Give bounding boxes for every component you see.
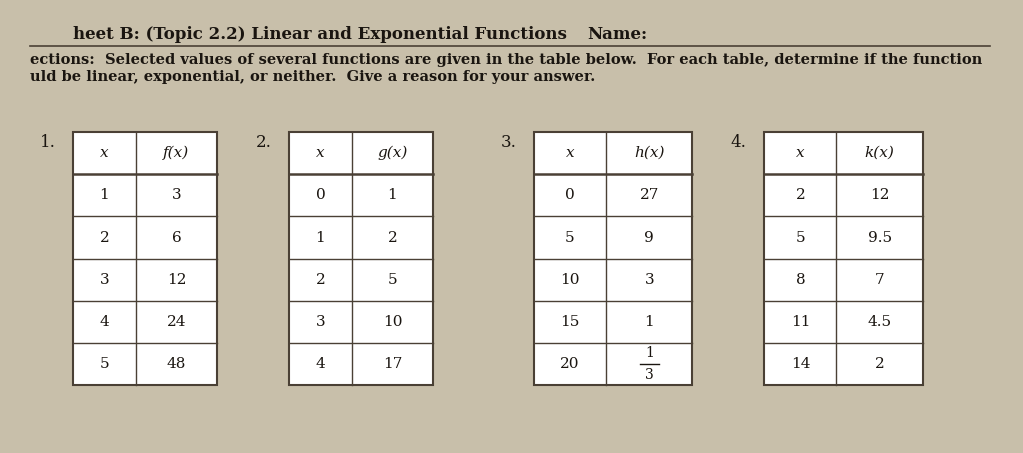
Text: 24: 24 — [167, 315, 186, 329]
Text: 14: 14 — [791, 357, 810, 371]
Text: 12: 12 — [870, 188, 889, 202]
Text: 3: 3 — [644, 273, 654, 287]
Text: 2: 2 — [796, 188, 805, 202]
Text: 2: 2 — [99, 231, 109, 245]
Text: 3: 3 — [316, 315, 325, 329]
Text: Name:: Name: — [587, 26, 647, 43]
Text: 3.: 3. — [500, 134, 517, 151]
Text: 7: 7 — [875, 273, 885, 287]
Text: 3: 3 — [99, 273, 109, 287]
Text: 6: 6 — [172, 231, 181, 245]
Text: 48: 48 — [167, 357, 186, 371]
Text: 1: 1 — [388, 188, 397, 202]
Text: 0: 0 — [315, 188, 325, 202]
Text: g(x): g(x) — [377, 146, 407, 160]
Text: 0: 0 — [565, 188, 575, 202]
Text: 1: 1 — [644, 347, 654, 361]
Text: ections:  Selected values of several functions are given in the table below.  Fo: ections: Selected values of several func… — [30, 53, 982, 67]
Text: x: x — [316, 146, 324, 160]
Text: x: x — [100, 146, 108, 160]
Text: 5: 5 — [99, 357, 109, 371]
Text: 11: 11 — [791, 315, 810, 329]
Bar — [534, 132, 693, 386]
Text: 17: 17 — [383, 357, 402, 371]
Text: 4.5: 4.5 — [868, 315, 892, 329]
Text: 1: 1 — [644, 315, 654, 329]
Text: 2: 2 — [875, 357, 885, 371]
Text: 3: 3 — [172, 188, 181, 202]
Text: 5: 5 — [796, 231, 805, 245]
Bar — [290, 132, 434, 386]
Text: 2: 2 — [315, 273, 325, 287]
Text: 5: 5 — [566, 231, 575, 245]
Text: 1: 1 — [99, 188, 109, 202]
Text: 27: 27 — [639, 188, 659, 202]
Text: 2: 2 — [388, 231, 397, 245]
Text: 4.: 4. — [730, 134, 747, 151]
Text: 1.: 1. — [40, 134, 55, 151]
Text: 5: 5 — [388, 273, 397, 287]
Text: uld be linear, exponential, or neither.  Give a reason for your answer.: uld be linear, exponential, or neither. … — [30, 71, 595, 85]
Text: 2.: 2. — [256, 134, 271, 151]
Text: 9.5: 9.5 — [868, 231, 892, 245]
Text: 10: 10 — [561, 273, 580, 287]
Text: heet B: (Topic 2.2) Linear and Exponential Functions: heet B: (Topic 2.2) Linear and Exponenti… — [74, 26, 567, 43]
Bar — [74, 132, 217, 386]
Text: 1: 1 — [315, 231, 325, 245]
Text: 8: 8 — [796, 273, 805, 287]
Text: 20: 20 — [561, 357, 580, 371]
Text: x: x — [566, 146, 574, 160]
Text: f(x): f(x) — [164, 146, 189, 160]
Text: k(x): k(x) — [864, 146, 894, 160]
Text: 12: 12 — [167, 273, 186, 287]
Text: x: x — [796, 146, 805, 160]
Text: 10: 10 — [383, 315, 402, 329]
Bar — [764, 132, 923, 386]
Text: 3: 3 — [644, 368, 654, 382]
Text: 15: 15 — [561, 315, 580, 329]
Text: 9: 9 — [644, 231, 654, 245]
Text: 4: 4 — [315, 357, 325, 371]
Text: 4: 4 — [99, 315, 109, 329]
Text: h(x): h(x) — [634, 146, 665, 160]
